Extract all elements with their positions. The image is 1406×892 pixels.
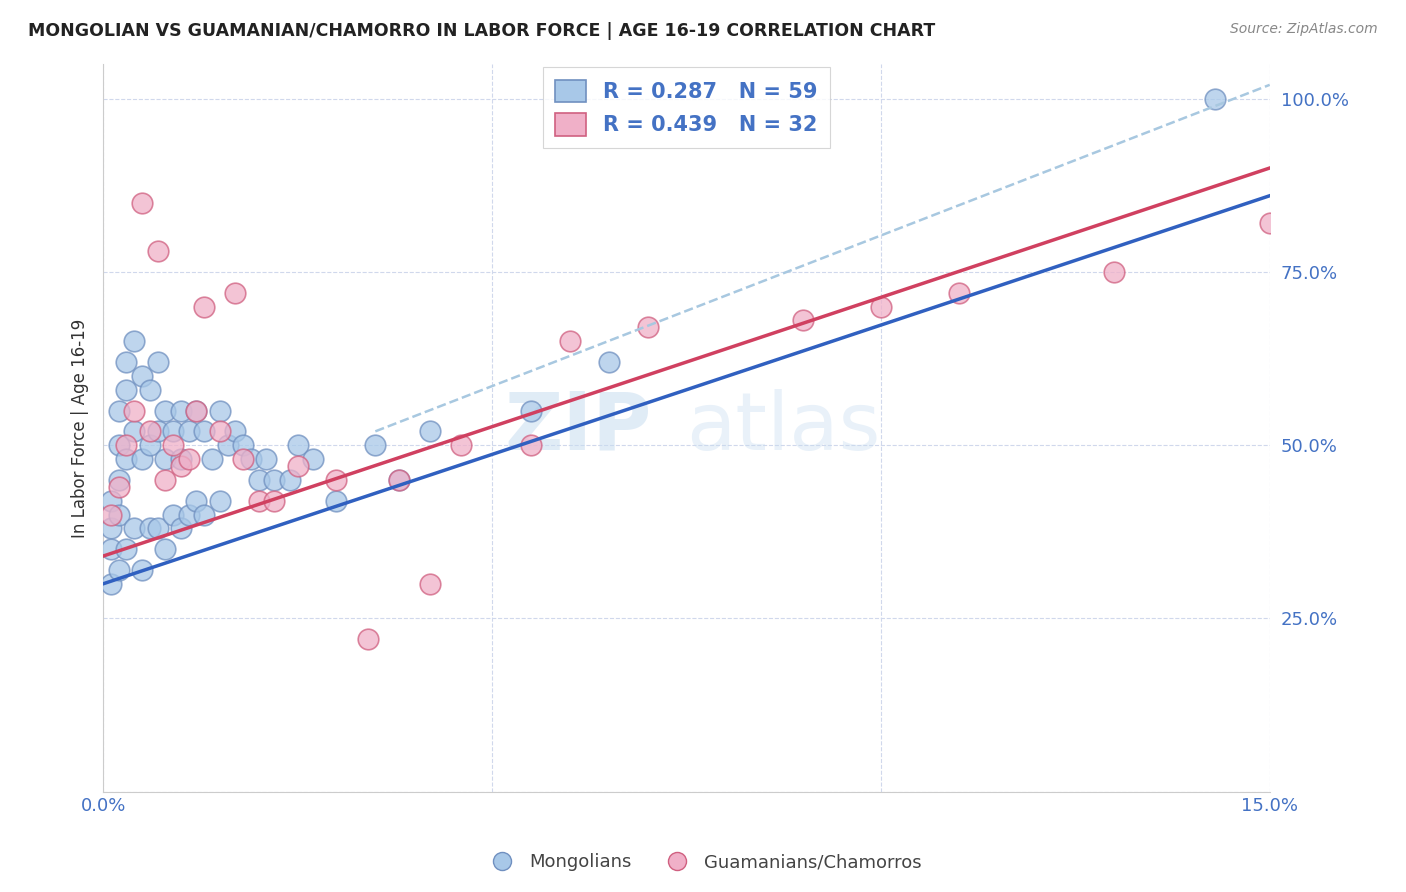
Point bbox=[131, 195, 153, 210]
Point bbox=[1204, 92, 1226, 106]
Point bbox=[139, 438, 162, 452]
Text: atlas: atlas bbox=[686, 389, 880, 467]
Point bbox=[388, 473, 411, 487]
Point bbox=[115, 452, 138, 467]
Point bbox=[122, 425, 145, 439]
Point bbox=[139, 425, 162, 439]
Point bbox=[122, 403, 145, 417]
Point bbox=[193, 300, 215, 314]
Point bbox=[107, 473, 129, 487]
Point bbox=[177, 425, 200, 439]
Point bbox=[107, 403, 129, 417]
Point bbox=[115, 383, 138, 397]
Point bbox=[558, 334, 581, 349]
Point bbox=[287, 438, 309, 452]
Point bbox=[139, 383, 162, 397]
Point bbox=[520, 438, 543, 452]
Point bbox=[122, 521, 145, 535]
Point bbox=[302, 452, 325, 467]
Point bbox=[217, 438, 239, 452]
Point bbox=[325, 473, 347, 487]
Point bbox=[247, 493, 270, 508]
Point bbox=[122, 334, 145, 349]
Point bbox=[263, 473, 285, 487]
Point bbox=[155, 403, 177, 417]
Point bbox=[325, 493, 347, 508]
Point bbox=[146, 355, 169, 369]
Point bbox=[201, 452, 224, 467]
Text: MONGOLIAN VS GUAMANIAN/CHAMORRO IN LABOR FORCE | AGE 16-19 CORRELATION CHART: MONGOLIAN VS GUAMANIAN/CHAMORRO IN LABOR… bbox=[28, 22, 935, 40]
Point bbox=[155, 542, 177, 557]
Y-axis label: In Labor Force | Age 16-19: In Labor Force | Age 16-19 bbox=[72, 318, 89, 538]
Point bbox=[224, 425, 246, 439]
Point bbox=[208, 493, 231, 508]
Point bbox=[193, 508, 215, 522]
Point bbox=[186, 493, 208, 508]
Point bbox=[364, 438, 387, 452]
Point bbox=[155, 473, 177, 487]
Point bbox=[170, 458, 193, 473]
Point bbox=[100, 542, 122, 557]
Point bbox=[162, 438, 184, 452]
Point bbox=[520, 403, 543, 417]
Point bbox=[131, 563, 153, 577]
Point bbox=[287, 458, 309, 473]
Point bbox=[107, 438, 129, 452]
Point bbox=[115, 438, 138, 452]
Point bbox=[598, 355, 620, 369]
Point bbox=[100, 576, 122, 591]
Point bbox=[948, 285, 970, 300]
Point bbox=[256, 452, 278, 467]
Point bbox=[419, 576, 441, 591]
Point bbox=[177, 508, 200, 522]
Point bbox=[155, 452, 177, 467]
Point bbox=[278, 473, 301, 487]
Point bbox=[162, 425, 184, 439]
Point bbox=[186, 403, 208, 417]
Point bbox=[869, 300, 891, 314]
Point bbox=[170, 521, 193, 535]
Point bbox=[115, 542, 138, 557]
Point bbox=[224, 285, 246, 300]
Point bbox=[100, 493, 122, 508]
Text: ZIP: ZIP bbox=[505, 389, 651, 467]
Point bbox=[356, 632, 378, 647]
Point bbox=[792, 313, 814, 327]
Point bbox=[107, 480, 129, 494]
Point bbox=[450, 438, 472, 452]
Point bbox=[100, 521, 122, 535]
Point bbox=[139, 521, 162, 535]
Point bbox=[232, 438, 254, 452]
Point bbox=[115, 355, 138, 369]
Point bbox=[419, 425, 441, 439]
Point bbox=[247, 473, 270, 487]
Point bbox=[177, 452, 200, 467]
Point bbox=[146, 521, 169, 535]
Point bbox=[1258, 217, 1281, 231]
Point bbox=[232, 452, 254, 467]
Point bbox=[131, 368, 153, 383]
Text: Source: ZipAtlas.com: Source: ZipAtlas.com bbox=[1230, 22, 1378, 37]
Point bbox=[637, 320, 659, 334]
Point bbox=[208, 403, 231, 417]
Point bbox=[388, 473, 411, 487]
Point bbox=[263, 493, 285, 508]
Point bbox=[146, 244, 169, 259]
Point bbox=[170, 403, 193, 417]
Point bbox=[100, 508, 122, 522]
Point bbox=[107, 508, 129, 522]
Point bbox=[146, 425, 169, 439]
Point bbox=[162, 508, 184, 522]
Point bbox=[208, 425, 231, 439]
Legend: R = 0.287   N = 59, R = 0.439   N = 32: R = 0.287 N = 59, R = 0.439 N = 32 bbox=[543, 67, 830, 148]
Point bbox=[1102, 265, 1125, 279]
Point bbox=[131, 452, 153, 467]
Legend: Mongolians, Guamanians/Chamorros: Mongolians, Guamanians/Chamorros bbox=[477, 847, 929, 879]
Point bbox=[107, 563, 129, 577]
Point bbox=[239, 452, 262, 467]
Point bbox=[186, 403, 208, 417]
Point bbox=[170, 452, 193, 467]
Point bbox=[193, 425, 215, 439]
